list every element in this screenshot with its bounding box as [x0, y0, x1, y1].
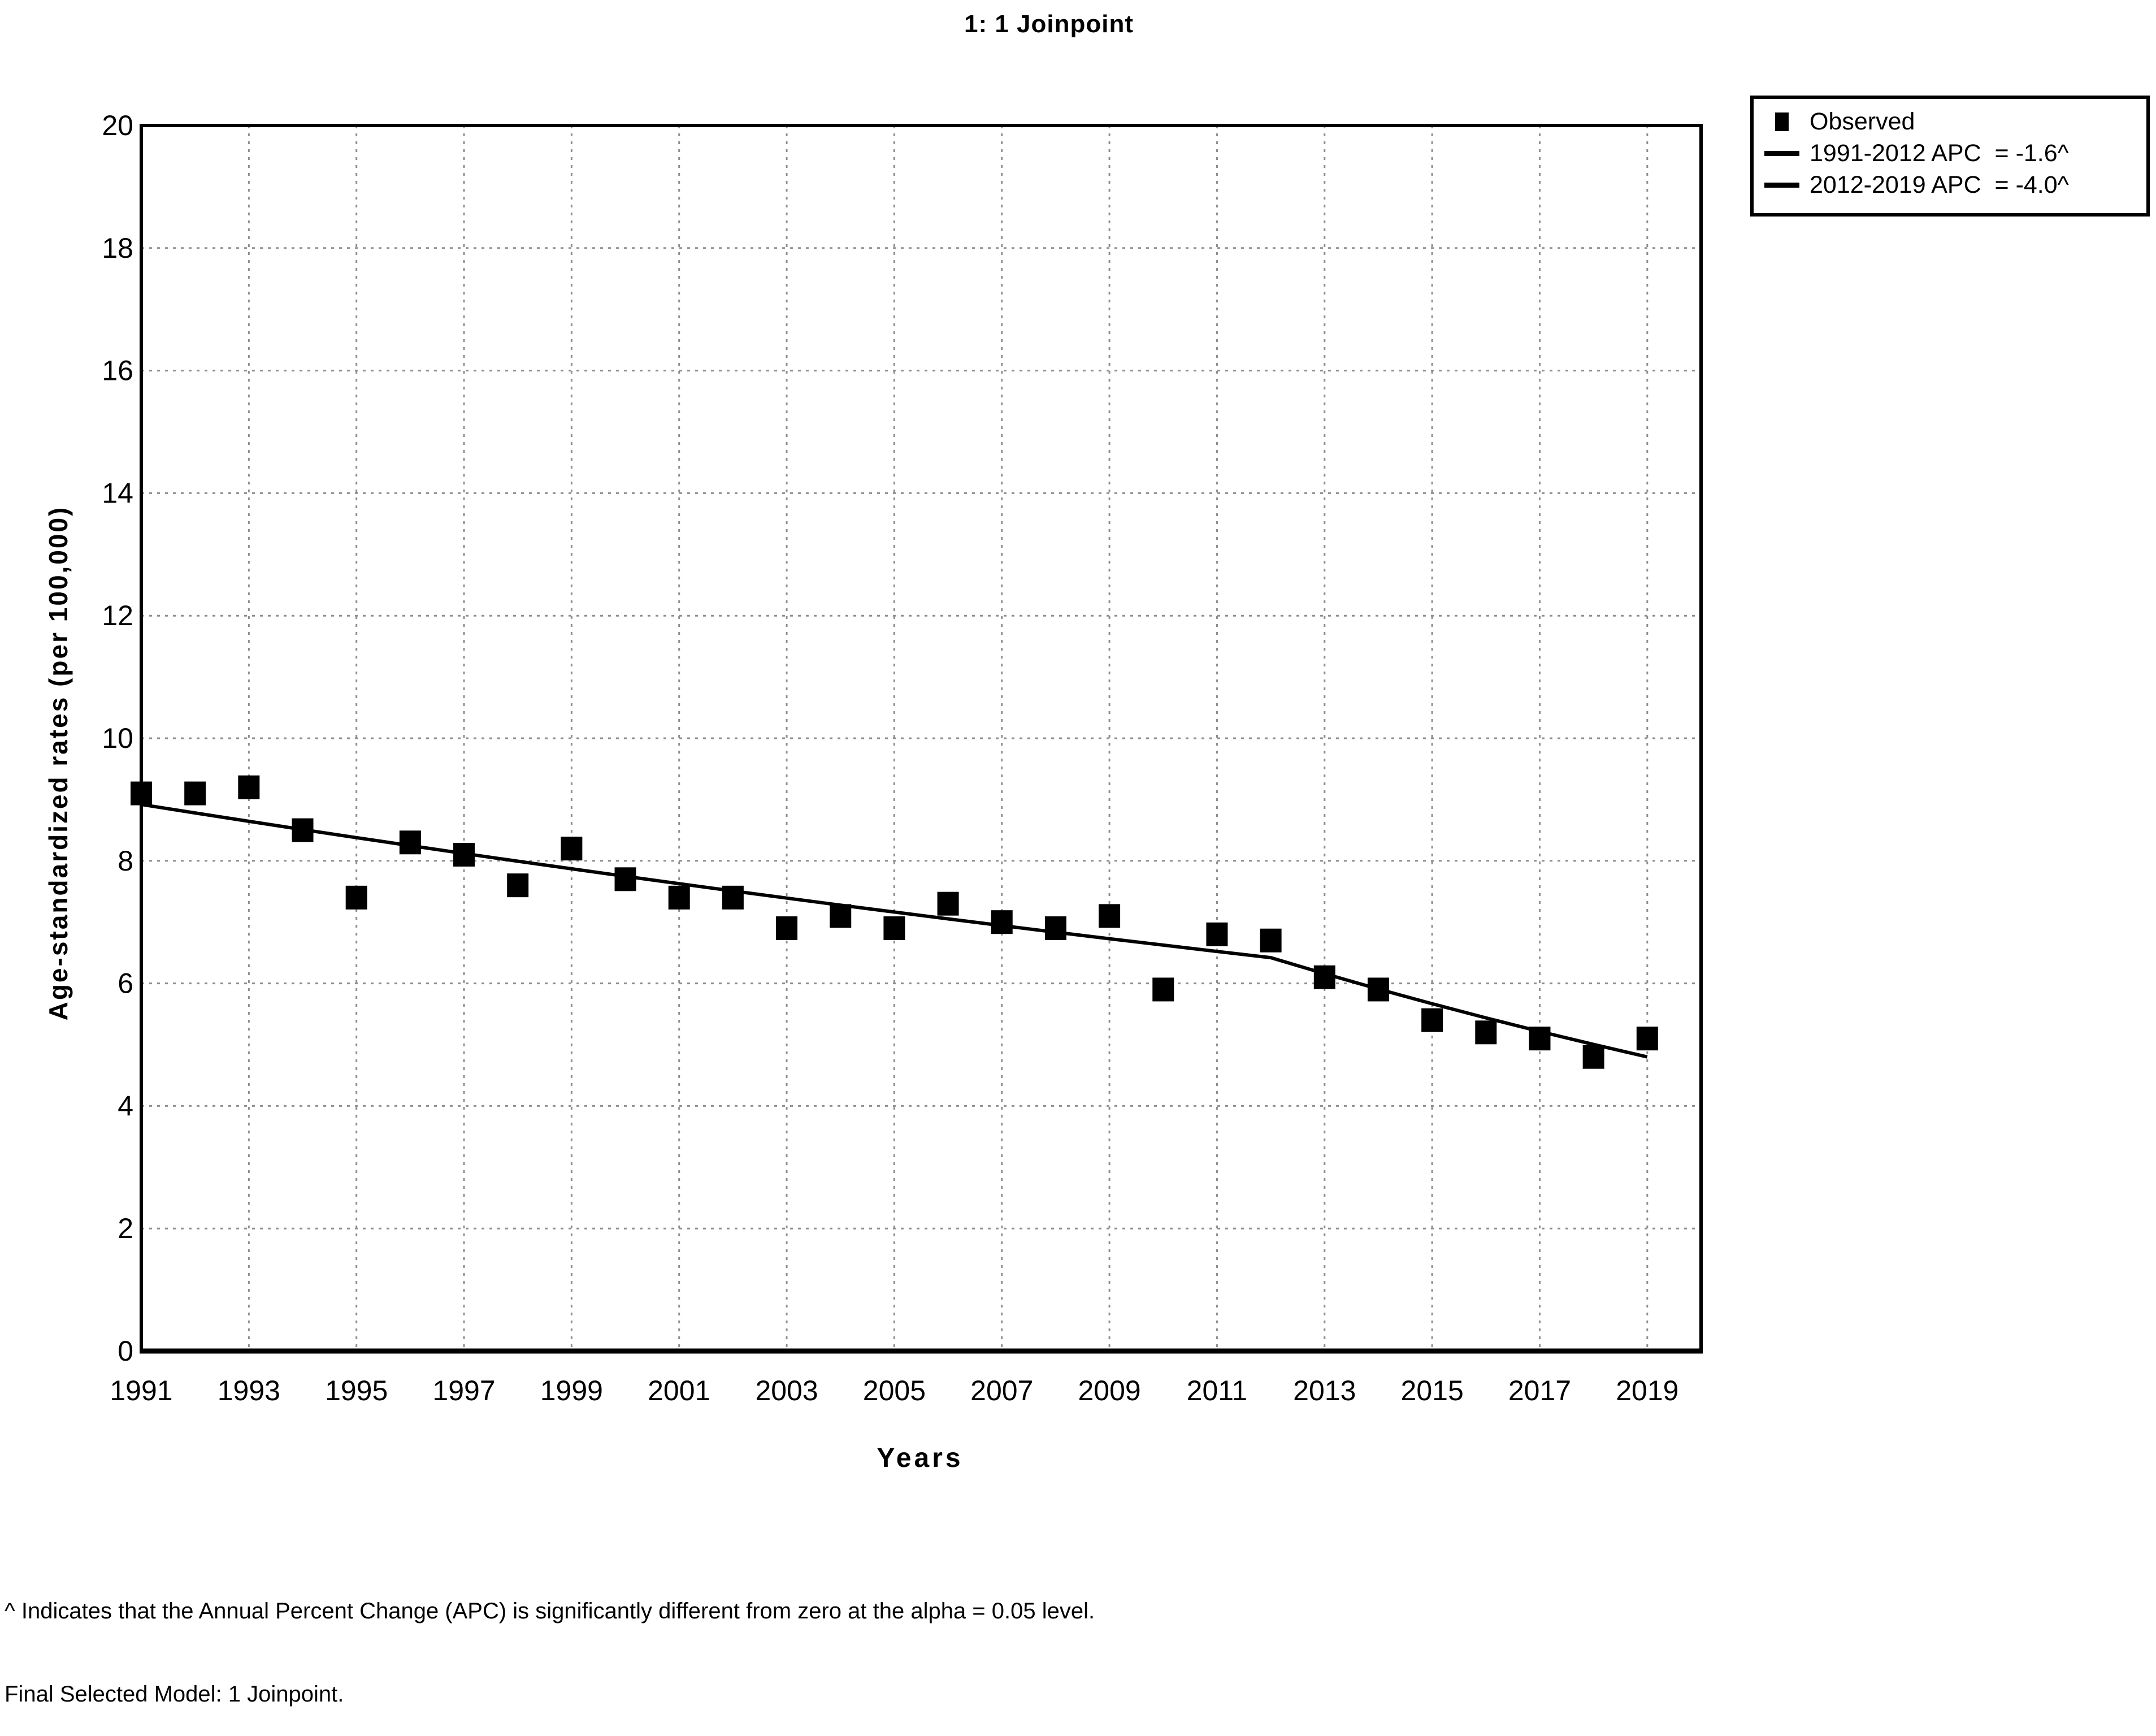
- y-tick-label: 6: [118, 968, 133, 999]
- observed-point: [131, 781, 152, 806]
- x-tick-label: 1991: [110, 1375, 172, 1406]
- observed-square-icon: [1754, 112, 1810, 131]
- trend-line-icon: [1754, 182, 1810, 188]
- x-tick-label: 1999: [540, 1375, 603, 1406]
- footnote-apc-significance: ^ Indicates that the Annual Percent Chan…: [5, 1599, 1095, 1624]
- observed-point: [1367, 977, 1389, 1002]
- observed-point: [1475, 1020, 1497, 1045]
- y-tick-label: 14: [102, 477, 133, 509]
- x-tick-label: 2009: [1078, 1375, 1140, 1406]
- legend-marker-line: [1764, 150, 1799, 156]
- observed-point: [1152, 977, 1174, 1002]
- plot-area: 0 2 4 6 8 10 12 14 16 18 20 1991 1993 1995 1997 1999 200…: [102, 110, 1703, 1406]
- observed-point: [1636, 1027, 1658, 1051]
- x-tick-label: 2015: [1401, 1375, 1464, 1406]
- y-tick-label: 4: [118, 1090, 133, 1122]
- y-tick-label: 20: [102, 110, 133, 141]
- observed-point: [292, 818, 314, 842]
- x-tick-label: 1995: [325, 1375, 388, 1406]
- legend-marker-square: [1775, 112, 1789, 131]
- observed-point: [1582, 1045, 1604, 1069]
- observed-point: [1529, 1027, 1551, 1051]
- legend-marker-line: [1764, 182, 1799, 188]
- observed-point: [345, 885, 367, 910]
- joinpoint-plot-page: { "title": "1: 1 Joinpoint", "legend": {…: [5, 10, 2150, 1707]
- joinpoint-model-line: [141, 803, 1648, 1059]
- x-axis-title: Years: [877, 1443, 964, 1473]
- observed-point: [722, 885, 744, 910]
- observed-point: [991, 910, 1013, 934]
- footnote-final-model: Final Selected Model: 1 Joinpoint.: [5, 1682, 344, 1707]
- legend-entry: Observed: [1754, 106, 2146, 137]
- observed-point: [1044, 916, 1066, 941]
- observed-point: [937, 891, 959, 916]
- observed-point: [614, 867, 636, 891]
- observed-point: [184, 781, 206, 806]
- legend-box: Observed 1991-2012 APC = -1.6^ 2012-2019 A…: [1750, 96, 2150, 217]
- observed-point: [1206, 922, 1228, 946]
- x-tick-label: 2017: [1508, 1375, 1571, 1406]
- observed-point: [1421, 1008, 1443, 1032]
- y-tick-label: 10: [102, 722, 133, 754]
- x-tick-label: 2005: [863, 1375, 926, 1406]
- x-tick-label: 1997: [432, 1375, 495, 1406]
- x-tick-label: 2011: [1187, 1375, 1248, 1406]
- chart-title: 1: 1 Joinpoint: [964, 10, 1134, 38]
- observed-point: [399, 830, 421, 855]
- observed-point: [1099, 904, 1121, 928]
- observed-point: [507, 873, 529, 898]
- observed-point: [238, 775, 260, 799]
- x-tick-label: 1993: [218, 1375, 280, 1406]
- y-tick-label: 18: [102, 232, 133, 264]
- observed-point: [776, 916, 798, 941]
- x-tick-label: 2019: [1616, 1375, 1678, 1406]
- legend-entry: 2012-2019 APC = -4.0^: [1754, 169, 2146, 201]
- observed-point: [453, 842, 475, 867]
- observed-point: [830, 904, 852, 928]
- observed-point: [561, 837, 583, 861]
- legend-entry: 1991-2012 APC = -1.6^: [1754, 137, 2146, 169]
- y-tick-label: 16: [102, 355, 133, 387]
- y-tick-label: 0: [118, 1335, 133, 1367]
- y-tick-label: 2: [118, 1213, 133, 1244]
- x-tick-label: 2003: [755, 1375, 818, 1406]
- observed-point: [1313, 965, 1335, 989]
- legend-entry-label: Observed: [1810, 107, 1915, 135]
- trend-line-icon: [1754, 150, 1810, 156]
- footnotes: ^ Indicates that the Annual Percent Chan…: [5, 1542, 1095, 1736]
- y-tick-label: 12: [102, 600, 133, 631]
- y-tick-label: 8: [118, 845, 133, 877]
- legend-entry-label: 1991-2012 APC = -1.6^: [1810, 139, 2069, 167]
- x-tick-label: 2007: [970, 1375, 1033, 1406]
- legend-entry-label: 2012-2019 APC = -4.0^: [1810, 171, 2069, 198]
- x-tick-label: 2001: [648, 1375, 710, 1406]
- observed-point: [883, 916, 905, 941]
- plot-frame: [140, 124, 1703, 1353]
- observed-point: [668, 885, 690, 910]
- observed-point: [1260, 928, 1282, 953]
- x-tick-label: 2013: [1293, 1375, 1356, 1406]
